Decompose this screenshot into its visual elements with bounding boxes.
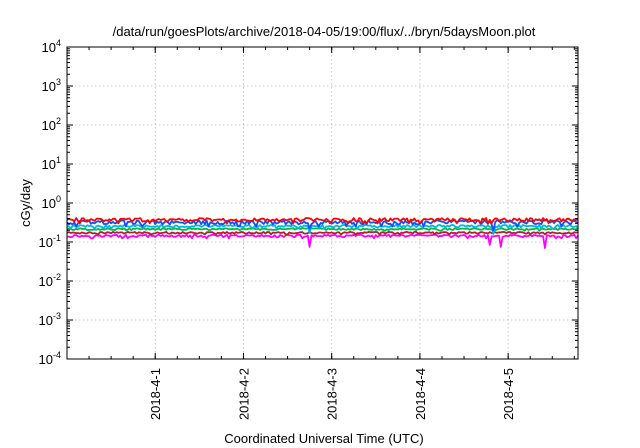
x-tick-label: 2018-4-4 [413,368,428,420]
y-tick-label: 10-2 [39,272,61,289]
x-tick-label: 2018-4-3 [325,368,340,420]
series-line [66,217,579,225]
x-tick-label: 2018-4-1 [148,368,163,420]
y-tick-label: 10-1 [39,233,61,250]
series-line [66,233,579,249]
y-tick-label: 101 [42,155,61,172]
x-tick-label: 2018-4-5 [501,368,516,420]
series-line [66,230,579,236]
series-line [66,223,579,235]
x-axis-label: Coordinated Universal Time (UTC) [224,431,423,446]
y-axis-label: cGy/day [18,179,33,227]
y-tick-label: 10-4 [39,350,61,367]
y-tick-label: 104 [42,38,61,55]
y-axis: 10-4 10-3 10-2 10-1 100 101 102 103 104 [39,38,578,367]
grid-lines [67,47,578,359]
series-line [66,227,579,232]
y-tick-label: 100 [42,194,61,211]
y-tick-label: 102 [42,116,61,133]
x-tick-label: 2018-4-2 [236,368,251,420]
chart-title: /data/run/goesPlots/archive/2018-04-05/1… [113,24,536,39]
y-tick-label: 10-3 [39,311,61,328]
series-group [66,217,579,249]
x-axis: 2018-4-1 2018-4-2 2018-4-3 2018-4-4 2018-4-5 [66,47,575,420]
y-tick-label: 103 [42,77,61,94]
